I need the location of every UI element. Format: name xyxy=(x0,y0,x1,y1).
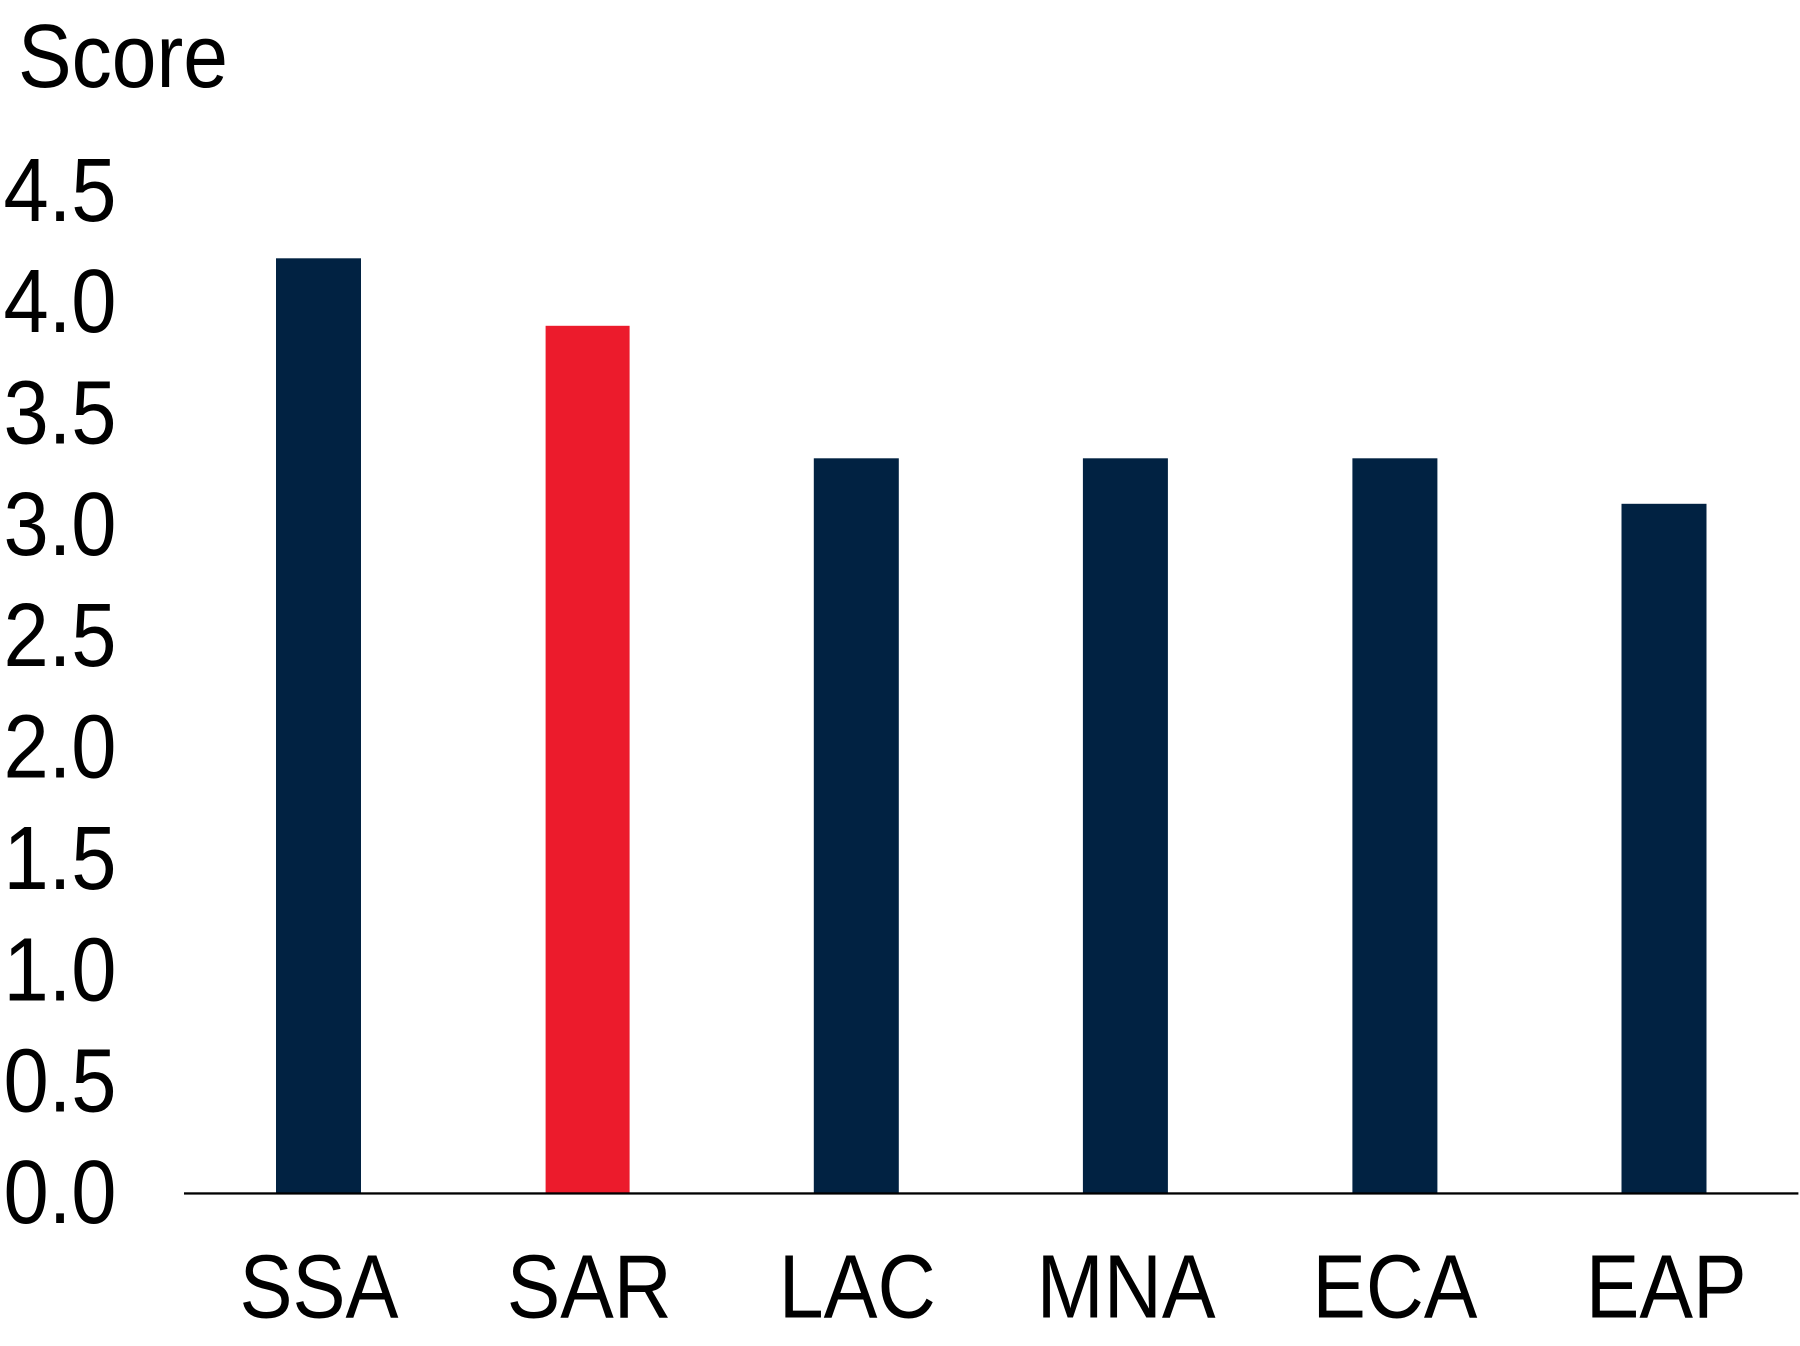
svg-text:3.5: 3.5 xyxy=(4,364,117,464)
svg-text:SAR: SAR xyxy=(507,1238,672,1338)
svg-text:Score: Score xyxy=(18,7,228,107)
svg-text:4.5: 4.5 xyxy=(4,141,117,241)
svg-text:1.0: 1.0 xyxy=(4,920,117,1020)
svg-text:EAP: EAP xyxy=(1586,1238,1747,1338)
svg-text:4.0: 4.0 xyxy=(4,252,117,352)
svg-text:ECA: ECA xyxy=(1312,1238,1477,1338)
svg-text:3.0: 3.0 xyxy=(4,475,117,575)
svg-text:LAC: LAC xyxy=(779,1238,936,1338)
svg-text:MNA: MNA xyxy=(1037,1238,1216,1338)
svg-text:SSA: SSA xyxy=(240,1238,399,1338)
svg-text:0.0: 0.0 xyxy=(4,1143,117,1243)
svg-text:1.5: 1.5 xyxy=(4,809,117,909)
svg-text:0.5: 0.5 xyxy=(4,1032,117,1132)
svg-text:2.5: 2.5 xyxy=(4,586,117,686)
svg-text:2.0: 2.0 xyxy=(4,698,117,798)
